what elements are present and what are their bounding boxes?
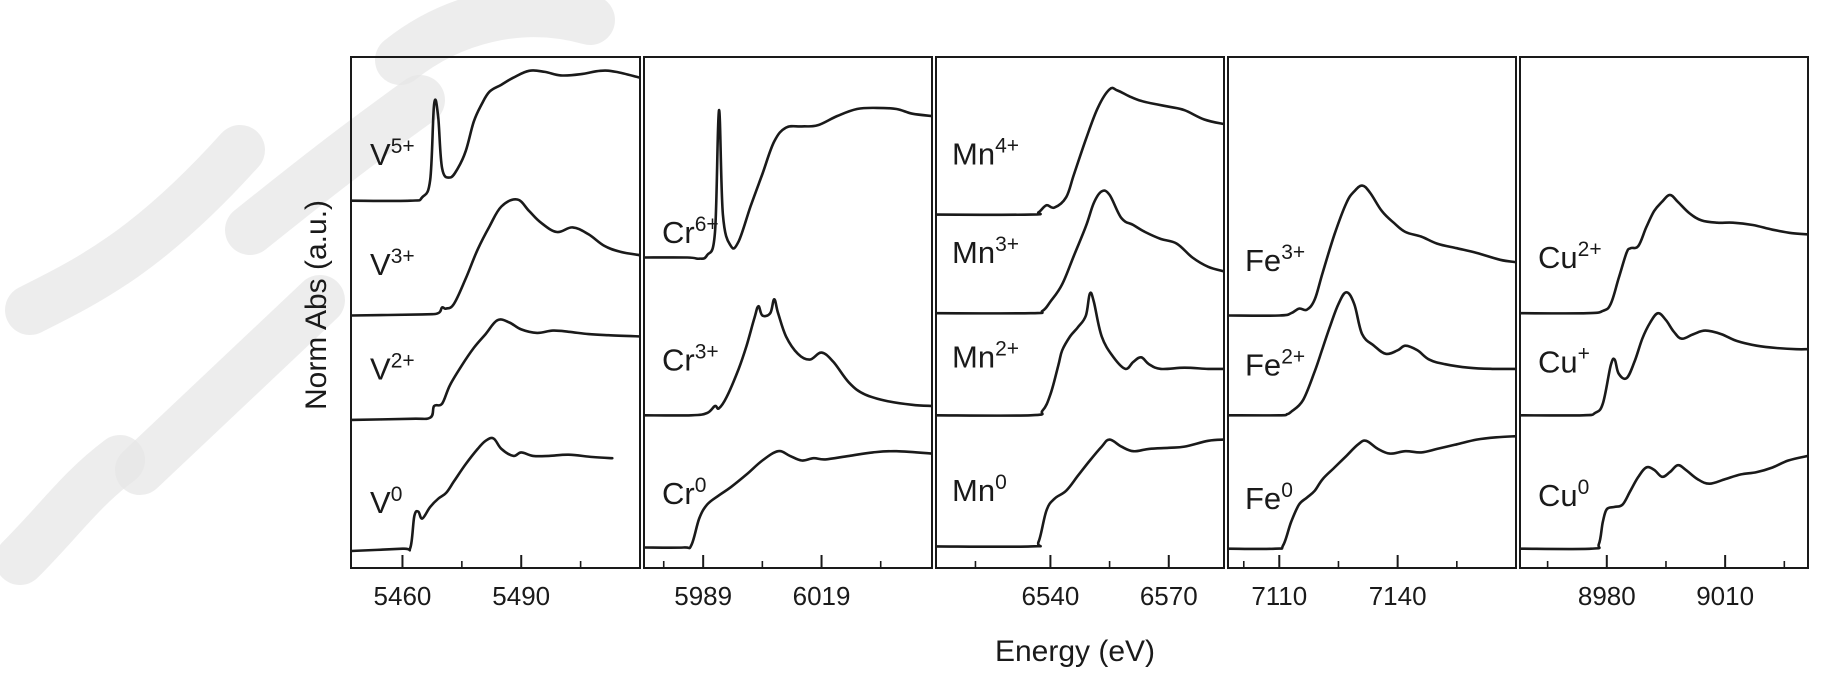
tick-label: 6570 xyxy=(1140,581,1198,611)
series-label: Cu0 xyxy=(1538,476,1589,513)
series-label: V3+ xyxy=(370,245,415,282)
spectrum-mn-0 xyxy=(936,438,1224,549)
spectrum-v-2plus xyxy=(351,318,640,422)
spectrum-fe-0 xyxy=(1228,434,1516,551)
panel-v: 5460 5490 V5+ V3+ V2+ V0 xyxy=(350,56,641,611)
spectrum-cr-0 xyxy=(644,449,932,550)
series-label: V2+ xyxy=(370,350,415,387)
series-label: Cr6+ xyxy=(662,213,719,250)
spectrum-mn-3plus xyxy=(936,189,1224,315)
tick-label: 5989 xyxy=(674,581,732,611)
panels: 5460 5490 V5+ V3+ V2+ V0 5989 6019 Cr6+ Cr3+ Cr0 65… xyxy=(350,56,1809,611)
panel-frame xyxy=(643,56,933,569)
spectrum-v-3plus xyxy=(351,198,640,317)
spectrum-v-5plus xyxy=(351,69,640,203)
watermark xyxy=(0,0,615,585)
panel-cu: 8980 9010 Cu2+ Cu+ Cu0 xyxy=(1519,56,1809,611)
series-label: Cu+ xyxy=(1538,343,1590,380)
spectrum-v-0 xyxy=(351,436,614,553)
tick-label: 9010 xyxy=(1696,581,1754,611)
series-label: V0 xyxy=(370,483,402,520)
tick-label: 8980 xyxy=(1578,581,1636,611)
spectrum-cr-6plus xyxy=(644,106,932,261)
series-label: Mn3+ xyxy=(952,233,1019,270)
tick-label: 5490 xyxy=(492,581,550,611)
panel-fe: 7110 7140 Fe3+ Fe2+ Fe0 xyxy=(1227,56,1517,611)
tick-label: 5460 xyxy=(374,581,432,611)
series-label: Cr0 xyxy=(662,474,706,511)
panel-cr: 5989 6019 Cr6+ Cr3+ Cr0 xyxy=(643,56,933,611)
spectrum-cr-3plus xyxy=(644,298,932,417)
panel-frame xyxy=(1227,56,1517,569)
spectrum-mn-2plus xyxy=(936,291,1224,417)
y-axis-label: Norm Abs (a.u.) xyxy=(300,200,333,410)
panel-frame xyxy=(350,56,641,569)
spectrum-cu-plus xyxy=(1520,311,1808,417)
series-label: Fe0 xyxy=(1245,479,1293,516)
spectrum-fe-2plus xyxy=(1228,291,1516,417)
tick-label: 7140 xyxy=(1369,581,1427,611)
spectrum-cu-2plus xyxy=(1520,193,1808,315)
series-label: V5+ xyxy=(370,135,415,172)
series-label: Fe3+ xyxy=(1245,241,1305,278)
tick-label: 6540 xyxy=(1021,581,1079,611)
spectrum-cu-0 xyxy=(1520,454,1808,551)
panel-mn: 6540 6570 Mn4+ Mn3+ Mn2+ Mn0 xyxy=(935,56,1225,611)
series-label: Cr3+ xyxy=(662,341,719,378)
tick-label: 7110 xyxy=(1251,581,1307,611)
series-label: Cu2+ xyxy=(1538,238,1602,275)
series-label: Mn2+ xyxy=(952,338,1019,375)
tick-label: 6019 xyxy=(793,581,851,611)
spectrum-mn-4plus xyxy=(936,86,1224,217)
spectrum-fe-3plus xyxy=(1228,184,1516,317)
series-label: Mn4+ xyxy=(952,135,1019,172)
series-label: Fe2+ xyxy=(1245,346,1305,383)
x-axis-label: Energy (eV) xyxy=(995,635,1155,668)
series-label: Mn0 xyxy=(952,471,1007,508)
